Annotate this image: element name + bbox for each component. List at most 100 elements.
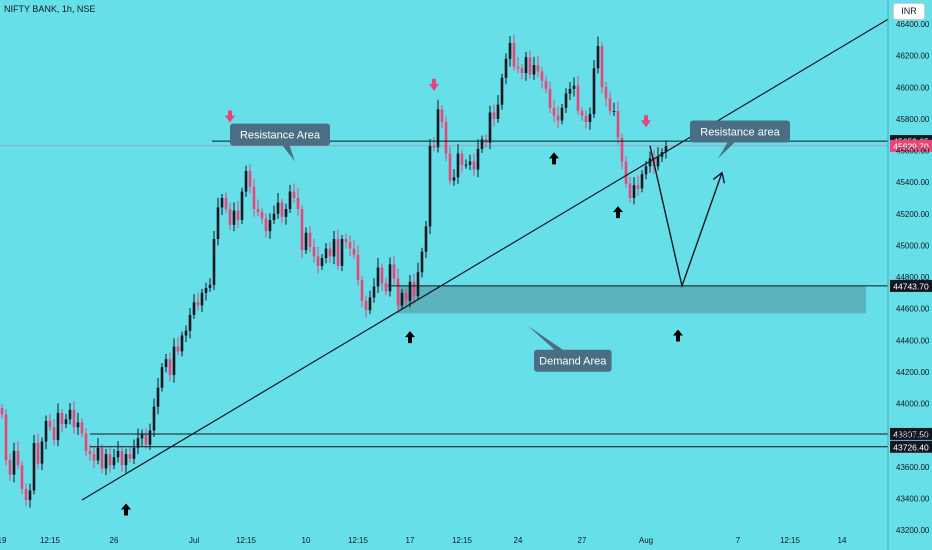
candle-body (196, 302, 200, 306)
candle-body (240, 191, 244, 221)
up-arrow-marker-icon (673, 329, 683, 342)
candle-body (368, 297, 372, 311)
candle-body (644, 166, 648, 175)
y-tick-label: 43600.00 (896, 463, 930, 472)
candle-body (476, 148, 480, 170)
x-tick-label: 10 (302, 536, 311, 545)
projection-path (649, 145, 723, 289)
candle-body (256, 209, 260, 213)
candle-body (204, 288, 208, 293)
candle-body (356, 254, 360, 281)
annotation-callout[interactable]: Demand Area (527, 325, 612, 372)
candle-body (576, 85, 580, 111)
candle-body (68, 409, 72, 420)
x-tick-label: 14 (838, 536, 847, 545)
candle-body (32, 443, 36, 491)
candle-body (228, 209, 232, 225)
candle-body (376, 267, 380, 287)
x-tick-label: 24 (514, 536, 523, 545)
candle-body (300, 209, 304, 251)
candle-body (212, 239, 216, 285)
y-tick-label: 45400.00 (896, 178, 930, 187)
candle-body (500, 77, 504, 105)
candle-body (260, 212, 264, 219)
candle-body (164, 359, 168, 368)
candle-body (344, 239, 348, 243)
candle-body (512, 42, 516, 67)
candle-body (412, 281, 416, 296)
candle-body (604, 87, 608, 99)
projection-arrowhead (712, 171, 726, 184)
candle-body (184, 330, 188, 336)
candle-body (488, 112, 492, 143)
candle-body (140, 433, 144, 439)
candle-body (620, 137, 624, 162)
candle-body (136, 438, 140, 448)
candle-body (76, 422, 80, 428)
down-arrow-marker-icon (429, 78, 439, 91)
candle-body (12, 450, 16, 475)
candle-body (656, 156, 660, 167)
candle-body (588, 114, 592, 123)
candle-body (208, 284, 212, 289)
annotation-box (690, 120, 790, 143)
candle-body (360, 280, 364, 301)
candle-body (640, 174, 644, 189)
candle-body (268, 220, 272, 232)
candle-body (468, 161, 472, 165)
candle-body (216, 207, 220, 240)
annotation-box (230, 123, 330, 146)
y-tick-label: 46400.00 (896, 20, 930, 29)
annotation-callout[interactable]: Resistance area (690, 120, 790, 159)
candle-body (544, 80, 548, 89)
price-badge (890, 427, 932, 440)
demand-zone-layer (398, 285, 866, 314)
candle-body (408, 281, 412, 301)
candle-body (480, 139, 484, 149)
up-arrow-marker-icon (613, 206, 623, 219)
price-badge (890, 279, 932, 292)
candle-body (528, 57, 532, 75)
candle-body (192, 302, 196, 315)
candle-body (124, 454, 128, 466)
candle-body (596, 46, 600, 69)
candle-body (160, 367, 164, 388)
candle-body (504, 58, 508, 78)
annotation-label: Resistance area (700, 126, 780, 138)
y-tick-label: 44800.00 (896, 273, 930, 282)
candle-body (280, 202, 284, 217)
candle-body (72, 409, 76, 428)
candle-body (564, 93, 568, 108)
candle-body (332, 239, 336, 257)
candle-body (464, 164, 468, 166)
candle-body (104, 454, 108, 469)
candle-body (60, 412, 64, 425)
markers-layer (121, 78, 683, 516)
candle-body (400, 292, 404, 306)
candle-body (384, 283, 388, 292)
candle-body (284, 209, 288, 217)
candle-body (536, 65, 540, 72)
candle-body (444, 122, 448, 154)
candle-body (48, 420, 52, 428)
candle-body (440, 109, 444, 123)
candle-body (592, 68, 596, 115)
candle-body (324, 248, 328, 259)
candle-body (80, 422, 84, 434)
candle-body (188, 314, 192, 331)
candle-body (132, 447, 136, 459)
candle-body (320, 258, 324, 266)
candle-body (312, 246, 316, 257)
candle-body (328, 248, 332, 257)
candle-body (416, 272, 420, 296)
candle-body (664, 145, 668, 153)
candle-body (452, 177, 456, 181)
projection-layer (649, 145, 726, 289)
candle-body (628, 183, 632, 198)
currency-selector[interactable]: INR (893, 3, 925, 20)
annotation-callout[interactable]: Resistance Area (230, 123, 330, 162)
candle-body (8, 460, 12, 475)
up-arrow-marker-icon (405, 331, 415, 344)
candle-body (560, 107, 564, 121)
